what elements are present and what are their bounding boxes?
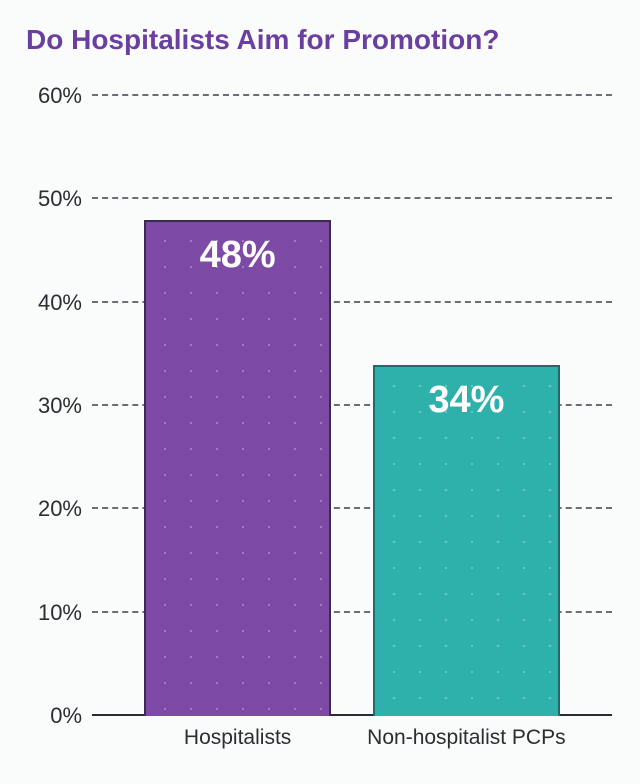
bar-pattern — [146, 222, 329, 716]
x-tick-label: Hospitalists — [184, 726, 291, 750]
x-tick-label: Non-hospitalist PCPs — [367, 726, 565, 750]
y-tick-label: 60% — [38, 83, 82, 109]
bar-value-label: 34% — [428, 379, 504, 422]
y-tick-label: 0% — [50, 703, 82, 729]
y-tick-label: 30% — [38, 393, 82, 419]
bar-chart: 0%10%20%30%40%50%60%48%Hospitalists34%No… — [92, 96, 612, 716]
y-tick-label: 10% — [38, 600, 82, 626]
y-tick-label: 50% — [38, 186, 82, 212]
bar: 34% — [373, 365, 560, 716]
y-tick-label: 40% — [38, 290, 82, 316]
plot-area: 0%10%20%30%40%50%60%48%Hospitalists34%No… — [92, 96, 612, 716]
gridline — [92, 94, 612, 96]
y-tick-label: 20% — [38, 496, 82, 522]
bar: 48% — [144, 220, 331, 716]
bar-value-label: 48% — [200, 234, 276, 277]
chart-title: Do Hospitalists Aim for Promotion? — [26, 24, 499, 56]
gridline — [92, 197, 612, 199]
